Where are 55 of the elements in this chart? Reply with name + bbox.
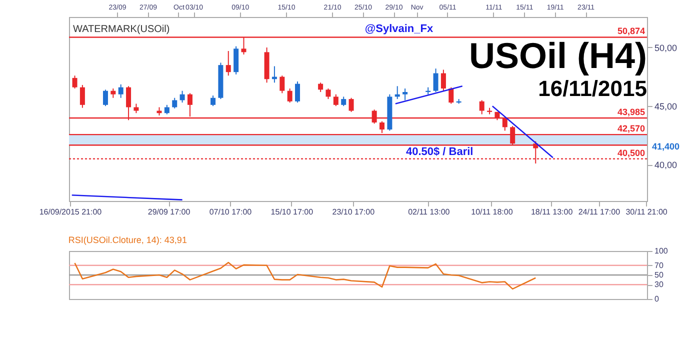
candlestick	[348, 97, 354, 112]
candlestick	[180, 90, 185, 104]
candlestick	[80, 84, 85, 108]
candlestick	[210, 95, 216, 107]
candlestick	[134, 103, 139, 114]
text: 16/11/2015	[538, 76, 647, 101]
candlestick	[102, 89, 108, 107]
y-tick-label: 50,00	[654, 42, 678, 53]
candlestick	[433, 68, 438, 93]
line-series	[74, 262, 536, 290]
y-tick-label: 45,00	[654, 102, 678, 112]
y-tick-label: 40,00	[654, 160, 678, 170]
candlestick	[402, 88, 408, 101]
x-tick-label: 18/11 13:00	[530, 208, 574, 216]
x-tick-label: 02/11 13:00	[408, 208, 450, 216]
y-tick-label: 30	[654, 280, 664, 290]
candlestick	[479, 100, 484, 115]
annotation: WATERMARK(USOil)	[73, 24, 170, 35]
text: USOil (H4)	[468, 35, 647, 76]
x-tick-label: 29/09 17:00	[148, 208, 191, 216]
candlestick	[318, 82, 324, 93]
candlestick	[110, 88, 116, 98]
y-tick-label: 70	[654, 260, 664, 270]
candlestick	[295, 80, 300, 104]
ref-line-label: 40,500	[617, 148, 645, 158]
x-tick-label: 24/11 17:00	[578, 208, 621, 216]
candlestick	[226, 50, 231, 76]
chart-title: RSI(USOil.Cloture, 14): 43,91	[68, 235, 187, 245]
ref-line-label: 42,570	[617, 124, 645, 134]
x-tick-label: 10/11 18:00	[471, 208, 514, 216]
y-tick-label: 0	[654, 294, 660, 304]
candlestick	[287, 88, 292, 104]
ref-line-label: 43,985	[617, 106, 645, 117]
candlestick	[341, 96, 346, 107]
candlestick	[118, 84, 124, 98]
ref-line-label: 50,874	[617, 26, 645, 36]
candlestick	[326, 88, 331, 100]
x-tick-label: 23/10 17:00	[332, 208, 376, 216]
candlestick	[164, 104, 170, 115]
candlestick	[72, 75, 78, 89]
candlestick	[440, 69, 446, 92]
annotation: 40.50$ / Baril	[406, 146, 474, 158]
text: 41,400	[652, 142, 680, 152]
y-tick-label: 50	[654, 270, 664, 280]
candlestick	[280, 75, 285, 94]
x-tick-label: 15/10 17:00	[270, 208, 314, 216]
x-tick-label: 30/11 21:00	[626, 208, 668, 216]
candlestick	[172, 97, 178, 109]
x-tick-label: 16/09/2015 21:00	[39, 208, 102, 216]
y-tick-label: 100	[654, 246, 668, 256]
candlestick	[448, 86, 454, 104]
candlestick	[234, 46, 239, 75]
x-tick-label: 07/10 17:00	[209, 208, 252, 216]
annotation: @Sylvain_Fx	[364, 23, 434, 35]
candlestick	[333, 94, 338, 107]
